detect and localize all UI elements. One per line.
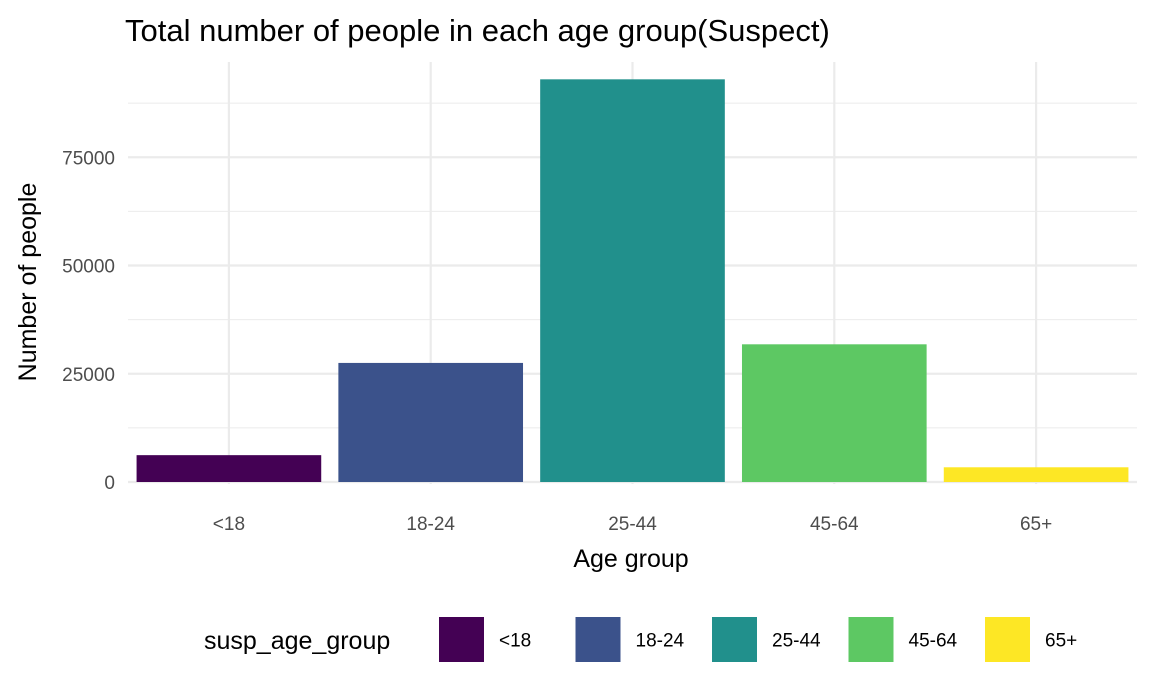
bar-2 — [338, 362, 524, 482]
y-tick-label: 25000 — [62, 365, 115, 386]
bar-1 — [136, 455, 322, 482]
x-tick-label: <18 — [213, 514, 245, 535]
x-axis-title: Age group — [573, 545, 688, 573]
x-tick-label: 18-24 — [406, 514, 455, 535]
x-tick-label: 65+ — [1020, 514, 1052, 535]
legend: <18 18-24 25-44 45-64 65+ — [439, 617, 1077, 662]
legend-label: <18 — [499, 631, 531, 652]
bar-3 — [540, 79, 725, 483]
legend-key-2 — [575, 617, 621, 662]
chart-title: Total number of people in each age group… — [125, 13, 830, 48]
legend-label: 65+ — [1045, 631, 1077, 652]
x-tick-label: 45-64 — [810, 514, 859, 535]
y-tick-label: 75000 — [62, 148, 115, 169]
legend-key-4 — [848, 617, 894, 662]
legend-key-5 — [985, 617, 1030, 662]
bar-5 — [943, 467, 1129, 482]
bar-4 — [741, 344, 927, 482]
y-axis-ticks: 0 25000 50000 75000 — [62, 148, 115, 494]
legend-label: 45-64 — [909, 631, 958, 652]
legend-label: 25-44 — [772, 631, 821, 652]
bars — [136, 79, 1129, 483]
y-tick-label: 50000 — [62, 257, 115, 278]
x-axis-ticks: <18 18-24 25-44 45-64 65+ — [213, 514, 1052, 535]
legend-key-3 — [712, 617, 757, 662]
y-tick-label: 0 — [104, 473, 115, 494]
legend-label: 18-24 — [636, 631, 685, 652]
x-tick-label: 25-44 — [608, 514, 657, 535]
legend-key-1 — [439, 617, 484, 662]
y-axis-title: Number of people — [14, 183, 42, 382]
legend-title: susp_age_group — [204, 627, 390, 655]
